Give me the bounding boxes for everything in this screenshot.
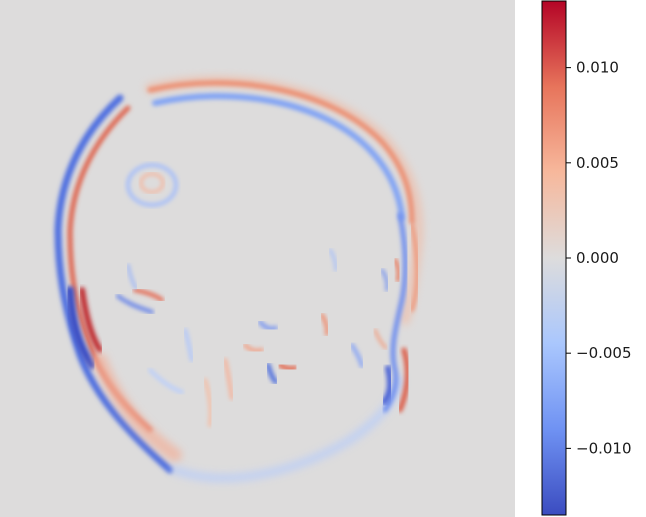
inner-cool-4 — [328, 248, 338, 272]
mandible-cool — [116, 294, 154, 314]
colorbar-tick-label: 0.010 — [576, 59, 619, 77]
heatmap-background — [0, 0, 515, 517]
occipital-strong-warm-core — [79, 287, 103, 353]
inner-warm-4 — [373, 328, 388, 350]
ear-swirl-outer — [126, 163, 178, 207]
chin-cool-edge — [381, 365, 394, 405]
inner-cool-3 — [350, 343, 364, 368]
face-warm-profile — [410, 223, 420, 312]
mandible-warm — [133, 288, 164, 302]
colorbar-gradient-bar — [541, 0, 567, 516]
skull-top-cool-edge — [152, 93, 405, 221]
occipital-strong-cool-core — [66, 286, 96, 369]
inner-warm-6 — [223, 358, 234, 400]
inner-cool-6 — [183, 328, 194, 362]
inner-cool-2 — [258, 320, 278, 331]
colorbar-tick-label: 0.005 — [576, 154, 619, 172]
inner-warm-7 — [203, 378, 213, 427]
colorbar-tick-label: −0.005 — [576, 344, 632, 362]
colorbar: 0.010 0.005 0.000 −0.005 −0.010 — [541, 0, 632, 516]
heatmap-features — [54, 75, 424, 483]
inner-cool-5 — [380, 268, 389, 292]
inner-cool-1 — [265, 362, 279, 385]
heatmap-panel — [0, 0, 515, 517]
chin-warm-edge — [397, 347, 410, 413]
colorbar-tick-label: 0.000 — [576, 249, 619, 267]
skull-top-warm-edge — [147, 80, 415, 225]
inner-cool-7 — [148, 368, 184, 394]
ear-swirl-inner — [139, 172, 165, 194]
colorbar-ticks: 0.010 0.005 0.000 −0.005 −0.010 — [566, 59, 632, 457]
inner-warm-1 — [277, 362, 298, 372]
neck-warm-diffuse — [93, 353, 182, 462]
inner-warm-3 — [320, 313, 330, 336]
inner-warm-2 — [243, 343, 264, 353]
inner-cool-strip-1 — [126, 263, 138, 290]
occipital-cool-outer — [54, 94, 174, 474]
inner-warm-5 — [393, 258, 401, 282]
colorbar-tick-label: −0.010 — [576, 439, 632, 457]
face-cool-profile — [382, 212, 408, 413]
